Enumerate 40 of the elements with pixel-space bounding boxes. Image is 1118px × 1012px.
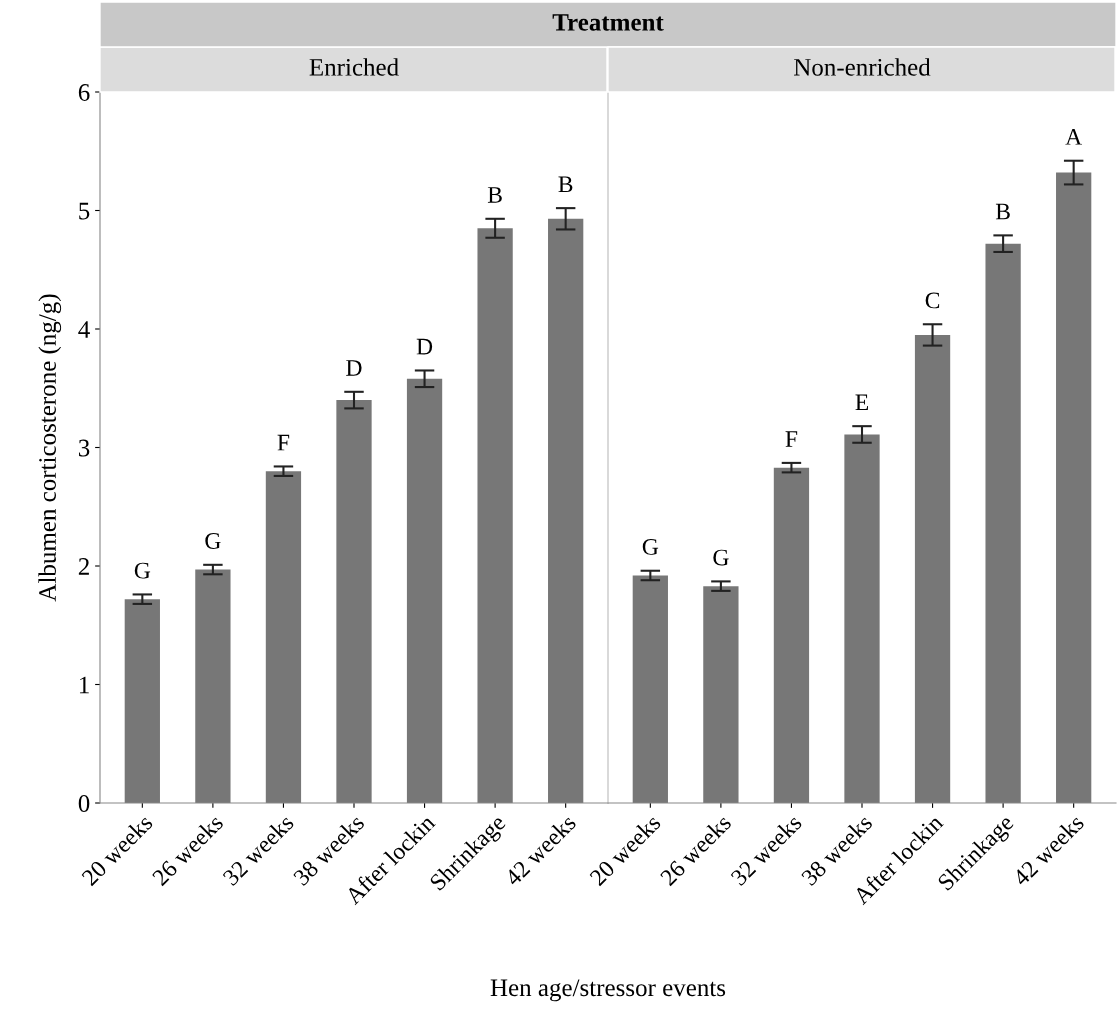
annotation: D <box>416 338 433 355</box>
annotation: G <box>134 562 151 579</box>
x-axis-title: Hen age/stressor events <box>490 979 726 1002</box>
bar <box>1056 172 1092 803</box>
bar <box>336 400 372 803</box>
bar <box>844 434 880 803</box>
bar <box>477 228 513 803</box>
bar <box>265 471 302 803</box>
annotation: F <box>277 434 290 451</box>
annotation: B <box>995 203 1010 220</box>
chart-title: Treatment <box>552 14 664 31</box>
y-tick-label: 5 <box>79 202 90 220</box>
bar <box>632 575 668 803</box>
bar <box>703 586 739 803</box>
chart-subtitle: Non-enriched <box>794 58 931 76</box>
y-tick-label: 1 <box>79 676 89 694</box>
bar <box>124 599 160 803</box>
bar <box>914 334 951 803</box>
y-tick-label: 6 <box>78 84 90 101</box>
annotation: G <box>205 533 221 549</box>
annotation: B <box>558 176 573 193</box>
y-axis-title: Albumen corticosterone (ng/g) <box>38 294 62 602</box>
y-tick-label: 0 <box>78 795 90 812</box>
bar <box>773 467 810 803</box>
annotation: C <box>925 292 940 309</box>
bar <box>985 243 1021 803</box>
y-tick-label: 4 <box>78 321 90 338</box>
annotation: A <box>1065 129 1083 145</box>
annotation: G <box>713 549 729 566</box>
bar <box>548 218 584 803</box>
y-tick-label: 3 <box>78 439 90 457</box>
annotation: E <box>855 394 869 411</box>
annotation: G <box>642 538 659 555</box>
bar <box>195 569 231 803</box>
chart-subtitle: Enriched <box>309 58 399 76</box>
y-tick-label: 2 <box>78 558 89 575</box>
annotation: B <box>487 187 502 203</box>
bar <box>406 378 443 803</box>
annotation: F <box>785 431 798 447</box>
annotation: D <box>346 360 362 376</box>
